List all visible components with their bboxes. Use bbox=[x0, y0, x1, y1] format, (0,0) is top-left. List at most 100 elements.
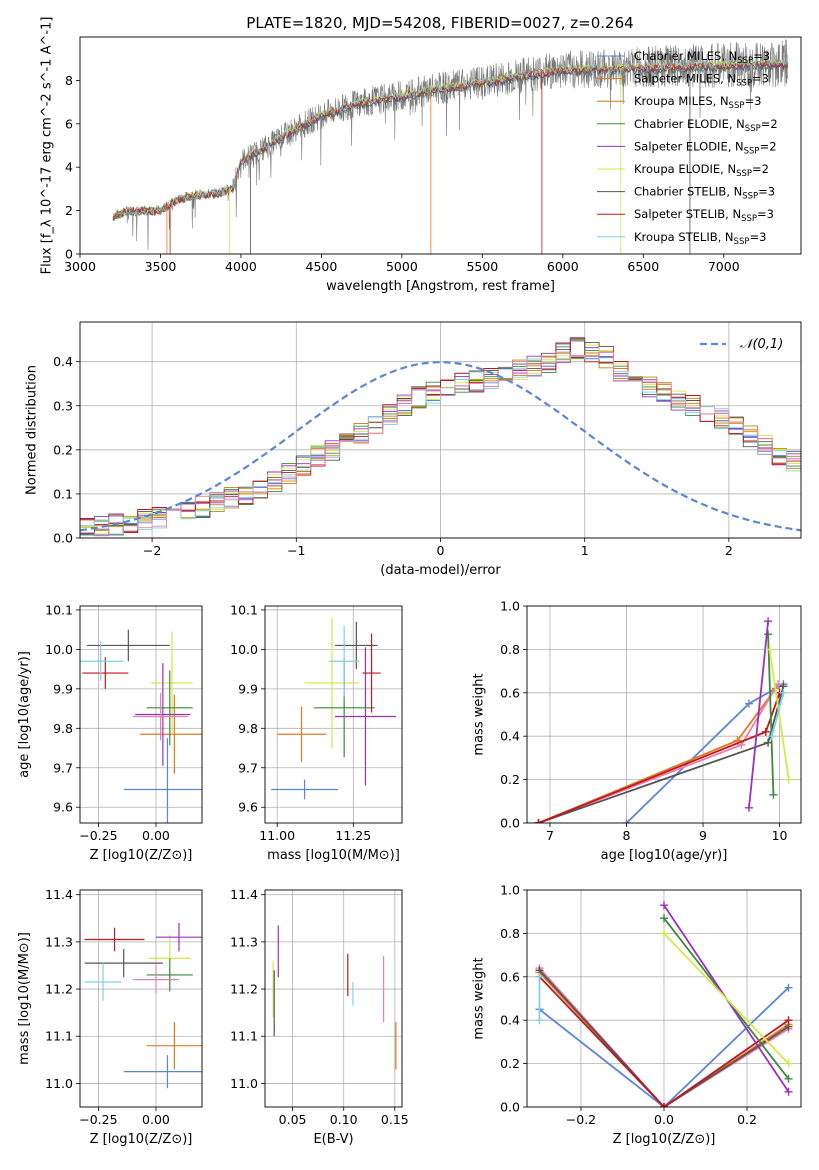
x-axis-label: Z [log10(Z/Z⊙)] bbox=[90, 848, 193, 863]
axes-frame bbox=[79, 605, 203, 824]
legend-label-rest: =3 bbox=[749, 230, 766, 244]
x-tick-label: 0.00 bbox=[142, 1112, 170, 1127]
series-marker bbox=[660, 929, 668, 938]
series-marker bbox=[744, 699, 753, 708]
series-marker bbox=[535, 1016, 544, 1025]
y-tick-label: 1.0 bbox=[500, 883, 520, 898]
errorbar-point bbox=[84, 948, 163, 978]
axes-frame bbox=[79, 36, 802, 255]
x-tick-label: 6500 bbox=[627, 259, 659, 274]
errorbar-point bbox=[277, 706, 326, 762]
errorbar-point bbox=[82, 657, 129, 689]
x-axis-label: Z [log10(Z/Z⊙)] bbox=[90, 1132, 193, 1147]
axes-mass-weight-vs-age: 7 8 9 10 0.0 0.2 0.4 0.6 0.8 1.0 age [log10(age/yr… bbox=[472, 599, 802, 863]
legend-label: Kroupa STELIB, NSSP=3 bbox=[634, 230, 766, 247]
y-tick-label: 11.1 bbox=[230, 1029, 258, 1044]
y-axis-label: mass weight bbox=[472, 957, 487, 1039]
legend: 𝒩(0,1) bbox=[700, 337, 783, 352]
series-marker bbox=[744, 803, 753, 812]
x-tick-label: −0.25 bbox=[79, 828, 117, 843]
y-tick-label: 0.8 bbox=[500, 642, 520, 657]
y-tick-label: 9.9 bbox=[53, 681, 73, 696]
x-tick-label: 3000 bbox=[64, 259, 96, 274]
legend-label-rest: =2 bbox=[752, 162, 769, 176]
x-tick-label: 5500 bbox=[466, 259, 498, 274]
y-tick-label: 10.0 bbox=[230, 642, 258, 657]
x-tick-label: −0.2 bbox=[566, 1112, 596, 1127]
errorbar-point bbox=[146, 958, 193, 992]
axes-mass-weight-vs-Z: −0.2 0.0 0.2 0.0 0.2 0.4 0.6 0.8 1.0 Z [log10(Z/Z… bbox=[472, 883, 802, 1147]
x-tick-label: 2 bbox=[725, 543, 733, 558]
series-marker bbox=[769, 790, 778, 799]
x-tick-label: 3500 bbox=[145, 259, 177, 274]
errorbar-point bbox=[155, 923, 202, 952]
y-tick-label: 9.8 bbox=[53, 721, 73, 736]
series-line bbox=[767, 634, 775, 795]
x-tick-label: 9 bbox=[699, 828, 707, 843]
series-marker bbox=[784, 1074, 793, 1083]
y-tick-label: 0.6 bbox=[500, 969, 520, 984]
y-axis-label: age [log10(age/yr)] bbox=[17, 651, 32, 778]
legend-label-rest: =2 bbox=[760, 139, 777, 153]
plot-area bbox=[80, 322, 801, 538]
y-tick-label: 1.0 bbox=[500, 599, 520, 614]
axes-frame bbox=[79, 321, 802, 539]
series-line bbox=[771, 692, 785, 737]
errorbar-point bbox=[123, 1055, 202, 1089]
series-marker bbox=[784, 1059, 793, 1068]
series-marker bbox=[660, 914, 668, 923]
errorbar-point bbox=[362, 633, 381, 713]
legend-label: Kroupa MILES, NSSP=3 bbox=[634, 94, 761, 111]
series-marker bbox=[784, 983, 793, 992]
y-tick-label: 11.0 bbox=[230, 1076, 258, 1091]
legend-label: Salpeter ELODIE, NSSP=2 bbox=[634, 139, 777, 156]
series-marker bbox=[535, 972, 544, 981]
x-tick-label: 0.2 bbox=[737, 1112, 757, 1127]
series-line bbox=[768, 649, 790, 780]
x-axis-label: wavelength [Angstrom, rest frame] bbox=[326, 279, 555, 294]
x-tick-label: 8 bbox=[623, 828, 631, 843]
series-line bbox=[538, 967, 789, 1107]
errorbar-point bbox=[135, 663, 191, 766]
plot-area bbox=[80, 890, 202, 1107]
x-tick-label: 0.05 bbox=[279, 1112, 307, 1127]
series-line bbox=[538, 976, 790, 1107]
series-marker bbox=[761, 727, 770, 736]
x-tick-label: 0.15 bbox=[381, 1112, 409, 1127]
histogram-step-line bbox=[80, 355, 801, 535]
x-tick-label: −2 bbox=[143, 543, 161, 558]
y-axis-label: mass [log10(M/M⊙)] bbox=[17, 932, 32, 1065]
legend-label: Salpeter MILES, NSSP=3 bbox=[634, 72, 769, 89]
series-marker bbox=[765, 645, 774, 654]
legend-subscript: SSP bbox=[745, 124, 761, 134]
x-axis-label: age [log10(age/yr)] bbox=[601, 848, 728, 863]
axes-residual-histogram: −2 −1 0 1 2 0.0 0.1 0.2 0.3 0.4 (data-model)/error… bbox=[25, 321, 802, 578]
x-tick-label: 7000 bbox=[708, 259, 740, 274]
x-tick-label: 4000 bbox=[225, 259, 257, 274]
axes-frame bbox=[264, 605, 403, 824]
axes-frame bbox=[79, 889, 203, 1108]
legend-subscript: SSP bbox=[736, 169, 752, 179]
legend-subscript: SSP bbox=[741, 214, 757, 224]
plot-area bbox=[80, 606, 202, 823]
y-tick-label: 9.7 bbox=[53, 760, 73, 775]
y-tick-label: 0.4 bbox=[500, 1013, 520, 1028]
errorbar-point bbox=[146, 1022, 202, 1070]
y-tick-label: 11.0 bbox=[45, 1076, 73, 1091]
plot-area bbox=[527, 606, 801, 823]
y-tick-label: 0.0 bbox=[500, 1100, 520, 1115]
x-tick-label: −1 bbox=[287, 543, 305, 558]
y-tick-label: 11.1 bbox=[45, 1029, 73, 1044]
y-tick-label: 8 bbox=[65, 73, 73, 88]
plot-area bbox=[112, 39, 789, 254]
axes-frame bbox=[526, 889, 802, 1108]
y-tick-label: 11.3 bbox=[45, 934, 73, 949]
axes-spectrum: 3000 3500 4000 4500 5000 5500 6000 6500 7000 0 2 4 6… bbox=[40, 17, 802, 294]
legend-label-rest: =3 bbox=[744, 94, 761, 108]
y-tick-label: 0.3 bbox=[53, 398, 73, 413]
x-tick-label: 0.00 bbox=[142, 828, 170, 843]
series-marker bbox=[784, 775, 793, 784]
x-axis-label: Z [log10(Z/Z⊙)] bbox=[613, 1132, 716, 1147]
axes-frame bbox=[264, 889, 403, 1108]
